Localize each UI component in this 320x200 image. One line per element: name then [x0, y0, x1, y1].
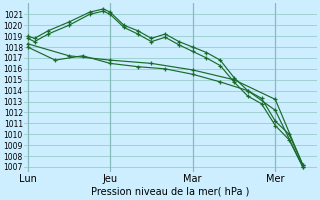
X-axis label: Pression niveau de la mer( hPa ): Pression niveau de la mer( hPa ): [91, 187, 250, 197]
